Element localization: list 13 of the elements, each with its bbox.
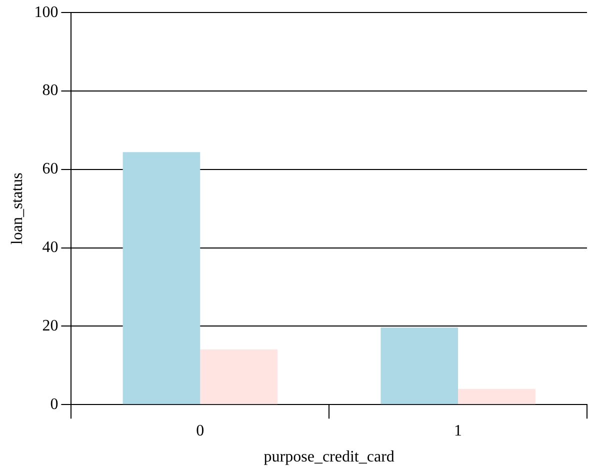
bar — [380, 327, 458, 404]
x-tick-label: 1 — [454, 422, 462, 440]
y-tick-label: 80 — [42, 82, 58, 100]
y-tick-label: 20 — [42, 317, 58, 334]
y-axis-title: loan_status — [8, 172, 26, 245]
bar — [200, 349, 278, 404]
y-tick-label: 40 — [42, 239, 58, 256]
x-axis-title: purpose_credit_card — [264, 448, 394, 466]
y-tick-label: 0 — [50, 396, 58, 413]
bar — [122, 152, 200, 404]
bar — [458, 388, 536, 404]
y-tick-label: 100 — [34, 4, 58, 21]
y-tick-label: 60 — [42, 160, 58, 178]
